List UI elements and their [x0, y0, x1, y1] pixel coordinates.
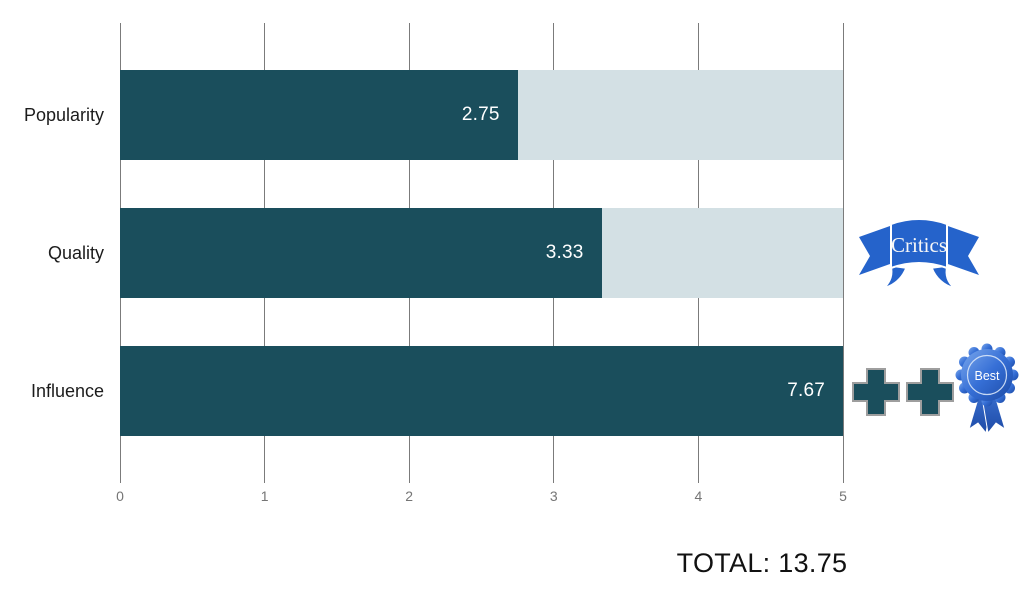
plot-area: 2.75 3.33 7.67 [119, 23, 844, 483]
best-rosette-badge: Best [955, 343, 1019, 435]
bar-track-quality: 3.33 [120, 208, 843, 298]
category-label-quality: Quality [47, 243, 104, 263]
best-badge-label: Best [974, 369, 1000, 383]
critics-badge-label: Critics [891, 233, 947, 257]
bar-track-influence: 7.67 [120, 346, 843, 436]
rosette-disc [961, 349, 1013, 401]
bar-value-label: 3.33 [545, 242, 584, 263]
plus-icon [906, 368, 954, 416]
plus-icon [852, 368, 900, 416]
bar-fill-popularity: 2.75 [120, 70, 518, 160]
x-tick-label: 4 [694, 488, 703, 504]
total-score-label: TOTAL: 13.75 [676, 548, 848, 578]
x-tick-label: 3 [549, 488, 558, 504]
bar-fill-influence: 7.67 [120, 346, 843, 436]
rosette-inner-ring [966, 354, 1008, 396]
x-tick-label: 1 [260, 488, 269, 504]
ribbon-icon [859, 218, 979, 289]
x-tick-label: 5 [839, 488, 847, 504]
category-label-popularity: Popularity [23, 105, 104, 125]
bar-value-label: 2.75 [461, 104, 500, 125]
bar-track-popularity: 2.75 [120, 70, 843, 160]
category-label-influence: Influence [30, 381, 104, 401]
x-tick-label: 0 [116, 488, 124, 504]
x-tick-label: 2 [405, 488, 414, 504]
bar-fill-quality: 3.33 [120, 208, 602, 298]
critics-ribbon-badge: Critics [859, 218, 979, 289]
bar-value-label: 7.67 [787, 380, 825, 401]
gridline [842, 23, 844, 483]
